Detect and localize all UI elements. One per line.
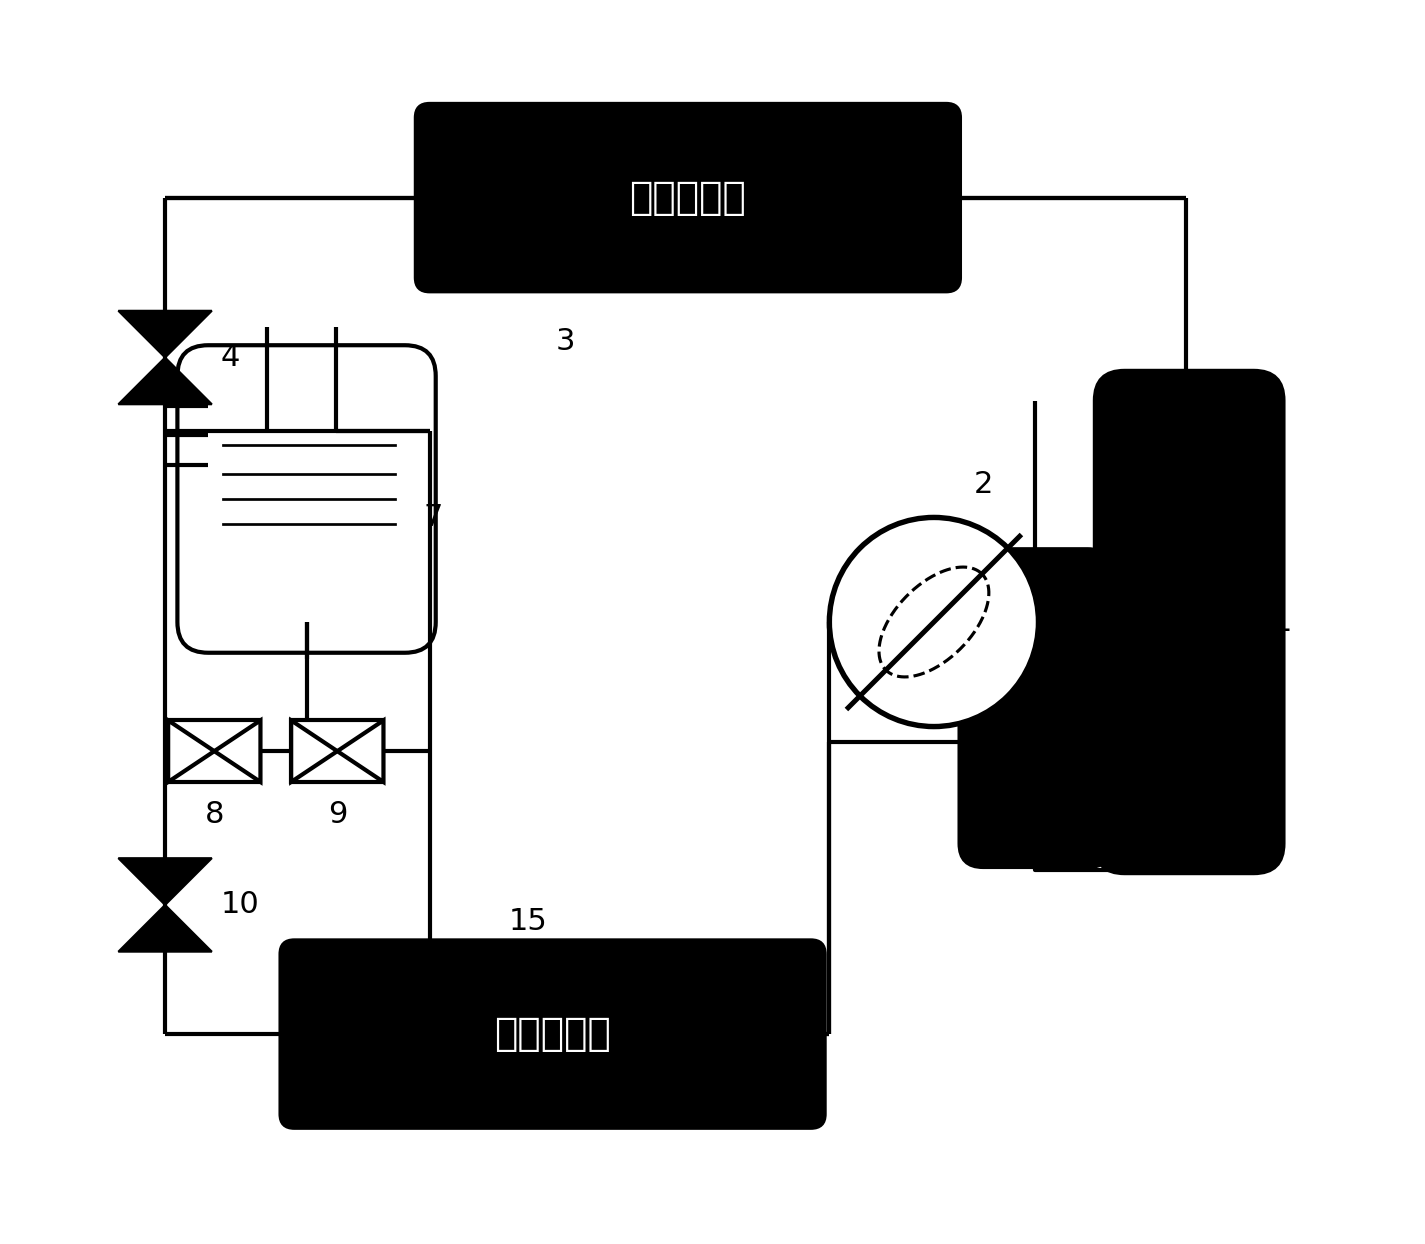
Polygon shape (338, 720, 383, 782)
Text: 1: 1 (1273, 607, 1291, 637)
Text: 内机换热器: 内机换热器 (630, 179, 747, 216)
FancyBboxPatch shape (177, 346, 436, 653)
Text: 3: 3 (556, 327, 574, 356)
Text: 外机换热器: 外机换热器 (494, 1015, 611, 1054)
Polygon shape (118, 904, 212, 952)
Text: 4: 4 (221, 343, 239, 372)
Polygon shape (168, 720, 214, 782)
Text: 2: 2 (973, 470, 993, 499)
FancyBboxPatch shape (959, 549, 1113, 868)
Text: 15: 15 (509, 907, 547, 935)
Text: 9: 9 (328, 800, 348, 830)
Circle shape (829, 518, 1039, 726)
Polygon shape (118, 311, 212, 357)
FancyBboxPatch shape (279, 939, 825, 1128)
Text: 8: 8 (205, 800, 224, 830)
Polygon shape (118, 357, 212, 404)
Polygon shape (118, 858, 212, 904)
FancyBboxPatch shape (415, 103, 960, 292)
Bar (168, 720, 261, 782)
Polygon shape (214, 720, 261, 782)
Text: 7: 7 (423, 503, 443, 532)
FancyBboxPatch shape (1094, 369, 1284, 875)
Text: 10: 10 (221, 891, 259, 919)
Bar (291, 720, 383, 782)
Polygon shape (291, 720, 338, 782)
